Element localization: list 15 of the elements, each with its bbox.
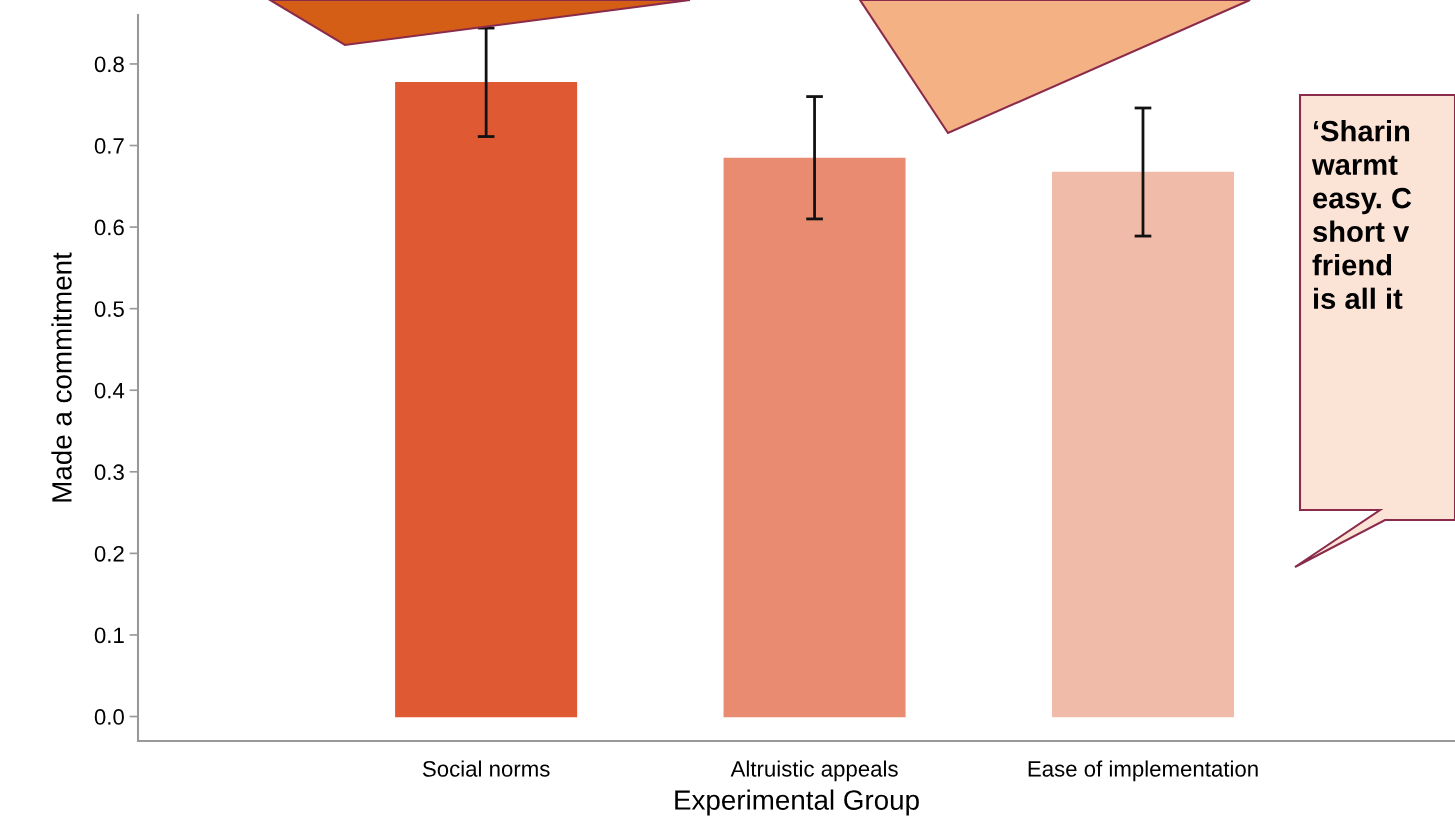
y-tick-label: 0.2 [94, 545, 124, 562]
x-tick-label: Ease of implementation [1028, 760, 1258, 782]
y-tick-label: 0.6 [94, 219, 124, 236]
x-tick-label: Altruistic appeals [730, 760, 898, 782]
y-tick-label: 0.3 [94, 464, 124, 481]
y-tick-label: 0.7 [94, 138, 124, 154]
y-tick-label: 0.0 [94, 709, 124, 725]
x-tick-label: Social norms [422, 760, 550, 777]
x-axis-title: Experimental Group [675, 789, 919, 816]
y-tick-label: 0.5 [94, 301, 124, 317]
y-tick-label: 0.1 [94, 627, 124, 644]
y-axis-title: Made a commitment [51, 252, 72, 502]
annotation: ‘Sharin warmt easy. C short v friend is all it [1311, 120, 1412, 310]
y-tick-label: 0.8 [94, 56, 124, 73]
y-tick-label: 0.4 [94, 382, 125, 399]
